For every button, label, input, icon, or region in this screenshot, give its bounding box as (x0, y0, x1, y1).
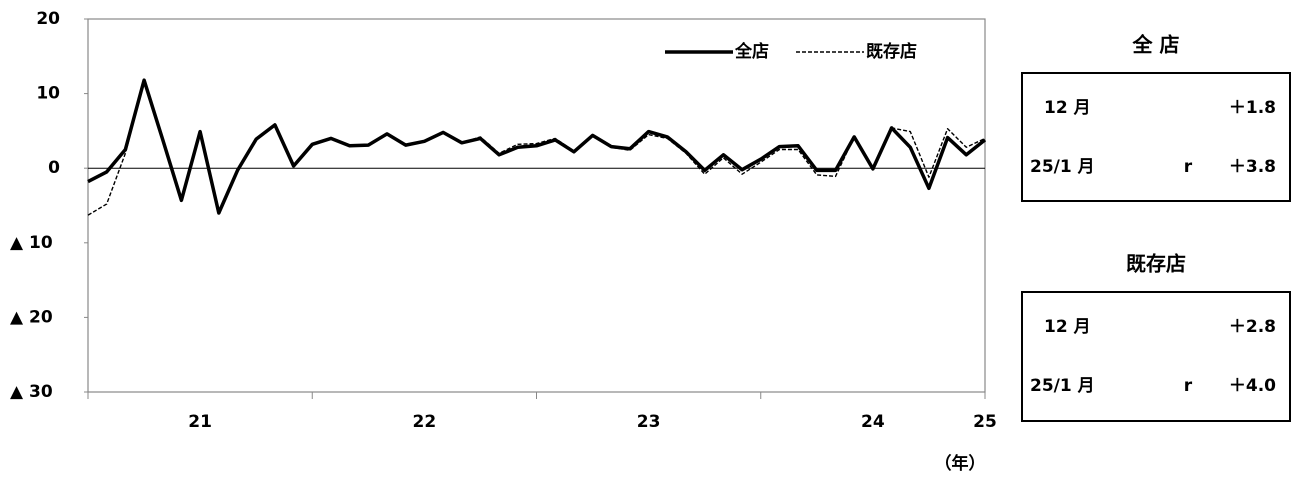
x-tick-label: 24 (861, 412, 885, 432)
x-tick-label: 23 (637, 412, 661, 432)
panel-title: 全 店 (1132, 33, 1180, 57)
series-line (87, 79, 986, 216)
y-tick-label: ▲ 30 (10, 382, 53, 402)
x-axis-label: （年） (935, 453, 986, 474)
y-tick-label: 20 (36, 9, 60, 29)
series-line (87, 78, 987, 215)
y-tick-label: ▲ 20 (10, 307, 53, 327)
y-tick-label: 0 (48, 158, 60, 178)
panel-month: 25/1 月 (1030, 157, 1095, 177)
panel-value: ＋3.8 (1229, 157, 1276, 177)
panel-box (1021, 291, 1291, 422)
panel-box (1021, 72, 1291, 202)
panel-value: ＋1.8 (1229, 98, 1276, 118)
y-tick-label: 10 (36, 84, 60, 104)
panel-mark: r (1184, 157, 1193, 177)
panel-value: ＋4.0 (1229, 376, 1276, 396)
x-tick-label: 21 (188, 412, 212, 432)
x-tick-label: 25 (973, 412, 997, 432)
panel-month: 25/1 月 (1030, 376, 1095, 396)
panel-month: 12 月 (1044, 98, 1091, 118)
panel-title: 既存店 (1126, 252, 1186, 276)
panel-value: ＋2.8 (1229, 317, 1276, 337)
x-tick-label: 22 (413, 412, 437, 432)
legend-label: 全店 (734, 41, 769, 62)
panel-month: 12 月 (1044, 317, 1091, 337)
panel-mark: r (1184, 376, 1193, 396)
legend-label: 既存店 (866, 41, 917, 62)
y-tick-label: ▲ 10 (10, 233, 53, 253)
